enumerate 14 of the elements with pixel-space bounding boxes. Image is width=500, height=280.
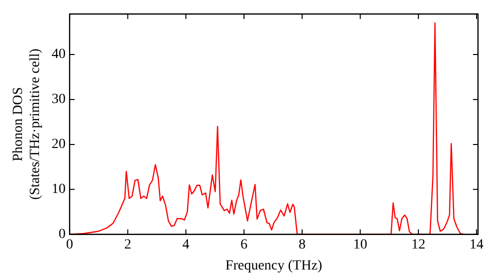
x-tick-label: 14 xyxy=(470,237,484,252)
x-tick-label: 10 xyxy=(353,237,368,252)
y-tick-label: 40 xyxy=(52,47,66,62)
y-tick-label: 20 xyxy=(52,137,66,152)
y-tick-label: 10 xyxy=(52,182,66,198)
y-tick-label: 0 xyxy=(58,227,66,242)
x-tick-label: 4 xyxy=(182,237,190,252)
y-axis-title: Phonon DOS (States/THz·primitive cell) xyxy=(11,48,43,200)
x-tick-label: 8 xyxy=(298,237,306,252)
y-tick-label: 30 xyxy=(52,92,66,108)
x-tick-label: 12 xyxy=(411,237,426,252)
x-axis-title: Frequency (THz) xyxy=(225,258,323,274)
x-tick-label: 2 xyxy=(124,237,132,252)
x-tick-label: 6 xyxy=(240,237,248,252)
